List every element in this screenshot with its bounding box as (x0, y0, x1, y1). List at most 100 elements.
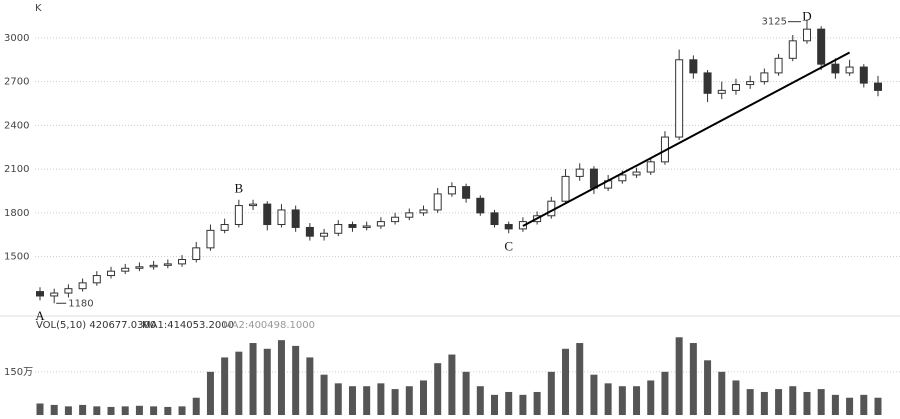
candle-body (206, 229, 215, 249)
volume-bar (306, 357, 314, 415)
volume-bar (178, 406, 186, 415)
candle-body (589, 168, 598, 189)
volume-bar (249, 343, 257, 415)
volume-bar (817, 389, 825, 415)
candle-body (362, 225, 371, 228)
volume-bar (576, 343, 584, 415)
candle-body (178, 259, 187, 265)
candle-body (36, 291, 44, 297)
candle-body (192, 247, 201, 261)
candle-body (760, 72, 769, 83)
volume-bar (704, 360, 712, 415)
volume-bar (434, 363, 442, 415)
volume-bar (150, 406, 158, 415)
candle-body (774, 57, 783, 74)
volume-bar (533, 391, 541, 415)
candle-body (859, 66, 868, 84)
y-tick-label: 1500 (4, 252, 29, 263)
volume-bar (689, 343, 697, 415)
volume-bar (590, 374, 598, 415)
candle-body (717, 89, 726, 94)
candle-body (874, 82, 882, 91)
volume-bar (135, 405, 143, 415)
candle-body (405, 212, 414, 218)
annotation: 3125 (762, 17, 787, 28)
volume-bar (79, 404, 87, 415)
candle-body (320, 232, 329, 237)
candle-body (291, 209, 300, 228)
candle-body (788, 40, 797, 59)
candle-body (50, 292, 59, 297)
candle-body (135, 266, 144, 269)
volume-bar (348, 386, 356, 415)
candle-body (618, 174, 627, 182)
volume-bar (732, 380, 740, 415)
axis-label: K (35, 3, 42, 14)
volume-bar (633, 386, 641, 415)
candle-body (845, 66, 854, 74)
volume-bar (121, 406, 129, 415)
candle-body (462, 186, 471, 199)
volume-ma1: MA1:414053.2000 (142, 320, 234, 331)
candle-body (64, 288, 73, 294)
y-tick-label: 1800 (4, 208, 29, 219)
candle-body (646, 161, 655, 173)
volume-bar (93, 406, 101, 415)
y-tick-label: 2100 (4, 164, 29, 175)
volume-header: VOL(5,10) 420677.0300 (36, 320, 156, 331)
candle-body (419, 209, 428, 214)
volume-bar (320, 374, 328, 415)
volume-bar (562, 348, 570, 415)
volume-bar (618, 386, 626, 415)
volume-bar (775, 389, 783, 415)
volume-bar (831, 394, 839, 415)
candle-body (831, 63, 840, 74)
volume-bar (377, 383, 385, 415)
volume-ma2: MA2:400498.1000 (223, 320, 315, 331)
candle-body (746, 81, 755, 86)
volume-bar (277, 340, 285, 415)
candle-body (802, 28, 811, 42)
volume-bar (604, 383, 612, 415)
volume-bar (448, 354, 456, 415)
volume-bar (718, 371, 726, 415)
annotation: D (802, 9, 811, 24)
candle-body (731, 84, 740, 91)
volume-bar (846, 397, 854, 415)
volume-bar (206, 371, 214, 415)
candle-body (277, 209, 286, 226)
candle-body (234, 205, 243, 226)
volume-bar (491, 394, 499, 415)
volume-bar (476, 386, 484, 415)
volume-bar (519, 394, 527, 415)
volume-bar (391, 389, 399, 415)
annotation: C (504, 238, 513, 253)
volume-bar (803, 391, 811, 415)
volume-bar (292, 345, 300, 415)
candle-body (575, 168, 584, 177)
volume-bar (405, 386, 413, 415)
volume-bar (675, 337, 683, 415)
candle-body (348, 224, 357, 228)
volume-bar (547, 371, 555, 415)
volume-bar (50, 404, 58, 415)
candle-body (391, 216, 400, 223)
candle-body (476, 197, 485, 214)
volume-bar (760, 391, 768, 415)
candle-body (78, 282, 87, 290)
candle-body (504, 224, 513, 230)
candle-body (490, 212, 499, 226)
volume-bar (36, 403, 44, 415)
volume-bar (363, 386, 371, 415)
volume-tick-label: 150万 (4, 367, 33, 378)
candle-body (689, 59, 698, 74)
candle-body (149, 264, 158, 268)
candle-body (263, 203, 272, 226)
candle-body (675, 59, 684, 138)
volume-bar (192, 397, 200, 415)
candle-body (107, 270, 116, 277)
y-tick-label: 2700 (4, 77, 29, 88)
candle-body (163, 263, 172, 266)
y-tick-label: 2400 (4, 120, 29, 131)
y-tick-label: 3000 (4, 33, 29, 44)
